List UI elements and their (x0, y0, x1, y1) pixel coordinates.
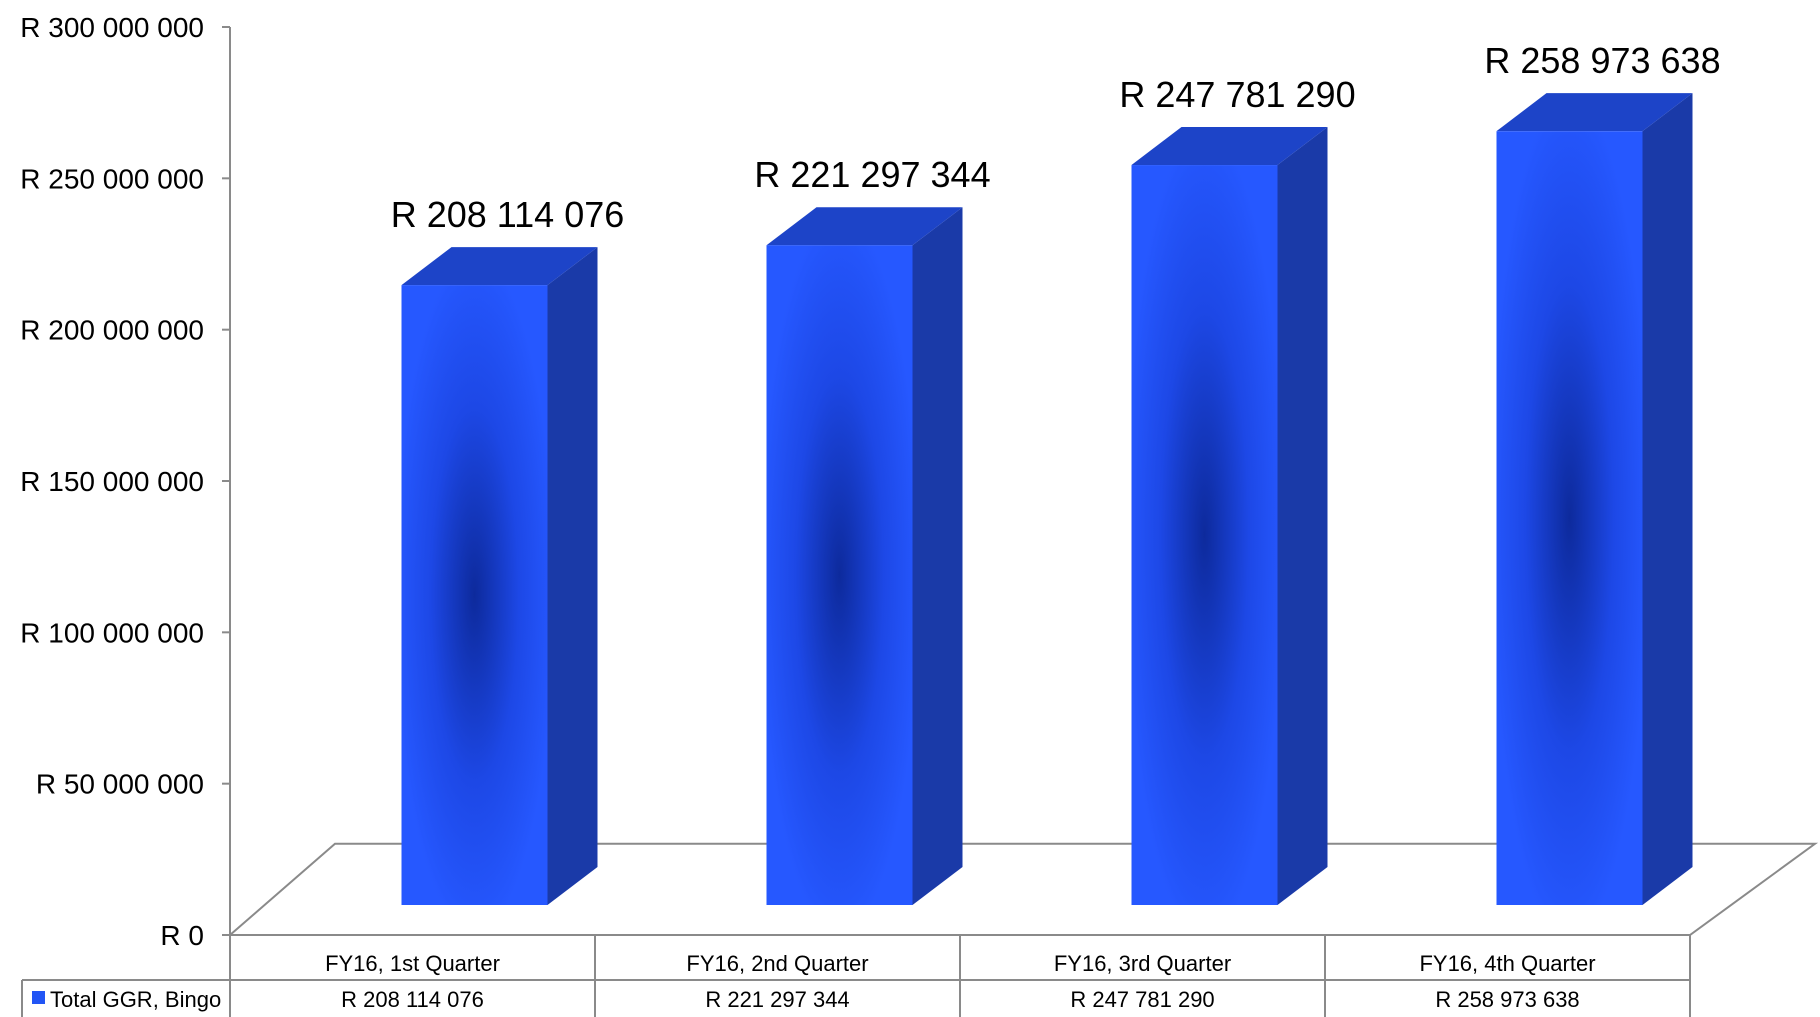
bar-side (1642, 93, 1693, 906)
y-tick-label: R 50 000 000 (36, 769, 204, 800)
bar-top (1131, 127, 1328, 166)
bar-top (401, 247, 598, 286)
bar-top (1496, 93, 1693, 132)
table-value: R 247 781 290 (1070, 987, 1214, 1012)
y-tick-label: R 150 000 000 (20, 466, 204, 497)
bar (401, 285, 548, 906)
data-label: R 221 297 344 (754, 154, 990, 195)
data-labels: R 208 114 076 R 221 297 344 R 247 781 290 R… (391, 40, 1721, 235)
table-value: R 221 297 344 (705, 987, 849, 1012)
bar-side (547, 247, 598, 906)
bar-side (1277, 127, 1328, 905)
table-value: R 208 114 076 (341, 987, 484, 1012)
bar-series (401, 93, 1693, 906)
y-tick-label: R 100 000 000 (20, 617, 204, 648)
table-value: R 258 973 638 (1435, 987, 1579, 1012)
legend-label: Total GGR, Bingo (50, 987, 221, 1012)
x-tick-label: FY16, 4th Quarter (1419, 951, 1595, 976)
y-tick-label: R 0 (160, 920, 204, 951)
y-axis: R 0 R 50 000 000 R 100 000 000 R 150 000 00… (20, 12, 231, 951)
bar (766, 245, 913, 905)
legend-swatch (32, 991, 45, 1004)
bar (1496, 131, 1643, 906)
x-tick-label: FY16, 3rd Quarter (1054, 951, 1231, 976)
y-tick-label: R 200 000 000 (20, 315, 204, 346)
bar-side (912, 207, 963, 905)
y-tick-label: R 250 000 000 (20, 163, 204, 194)
x-tick-label: FY16, 1st Quarter (325, 951, 500, 976)
data-label: R 247 781 290 (1119, 74, 1355, 115)
x-tick-label: FY16, 2nd Quarter (686, 951, 868, 976)
y-tick-label: R 300 000 000 (20, 12, 204, 43)
bar (1131, 165, 1278, 905)
data-label: R 258 973 638 (1484, 40, 1720, 81)
data-table: FY16, 1st Quarter R 208 114 076 FY16, 2nd … (21, 934, 1691, 1017)
data-label: R 208 114 076 (391, 194, 625, 235)
bar-top (766, 207, 963, 246)
